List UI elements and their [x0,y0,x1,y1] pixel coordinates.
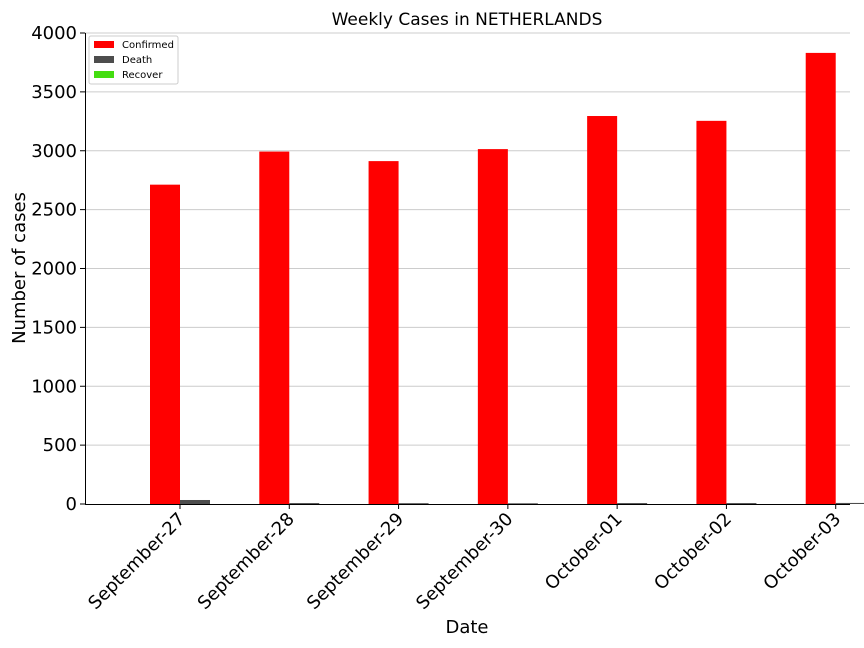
x-tick-label: October-03 [759,509,845,595]
y-tick-label: 2500 [31,200,77,221]
y-ticks: 0 500 1000 1500 2000 2500 3000 3500 4000 [31,23,85,515]
legend-swatch-recover [94,71,114,78]
bar-confirmed [696,120,727,505]
y-tick-label: 1000 [31,376,77,397]
bar-confirmed [805,52,836,504]
y-tick-label: 4000 [31,23,77,44]
bar-confirmed [477,149,508,504]
bars [150,52,864,505]
legend-label-recover: Recover [122,70,163,81]
y-tick-label: 3000 [31,141,77,162]
chart-title: Weekly Cases in NETHERLANDS [332,10,603,30]
legend-label-death: Death [122,55,152,66]
bar-death [289,503,320,504]
x-tick-label: September-27 [84,509,189,614]
x-ticks: September-27 September-28 September-29 Sept… [84,504,845,614]
legend: Confirmed Death Recover [88,35,179,85]
bar-death [726,503,757,504]
y-tick-label: 0 [66,494,77,515]
x-tick-label: September-29 [303,509,408,614]
legend-swatch-confirmed [94,41,114,48]
x-tick-label: October-02 [650,509,736,595]
x-tick-label: October-01 [541,509,627,595]
x-tick-label: September-30 [412,509,517,614]
legend-label-confirmed: Confirmed [122,40,174,51]
y-tick-label: 3500 [31,82,77,103]
bar-death [398,503,429,504]
bar-death [507,503,538,504]
y-axis-title: Number of cases [9,192,30,344]
y-tick-label: 1500 [31,317,77,338]
x-axis-title: Date [445,617,488,638]
y-tick-label: 2000 [31,259,77,280]
bar-confirmed [587,116,618,505]
legend-swatch-death [94,56,114,63]
x-tick-label: September-28 [194,509,299,614]
bar-death [617,503,648,504]
y-tick-label: 500 [43,435,77,456]
bar-death [835,502,864,504]
bar-confirmed [368,161,399,504]
bar-death [180,499,210,504]
bar-confirmed [150,184,180,505]
gridlines [85,32,850,446]
bar-confirmed [259,151,290,504]
